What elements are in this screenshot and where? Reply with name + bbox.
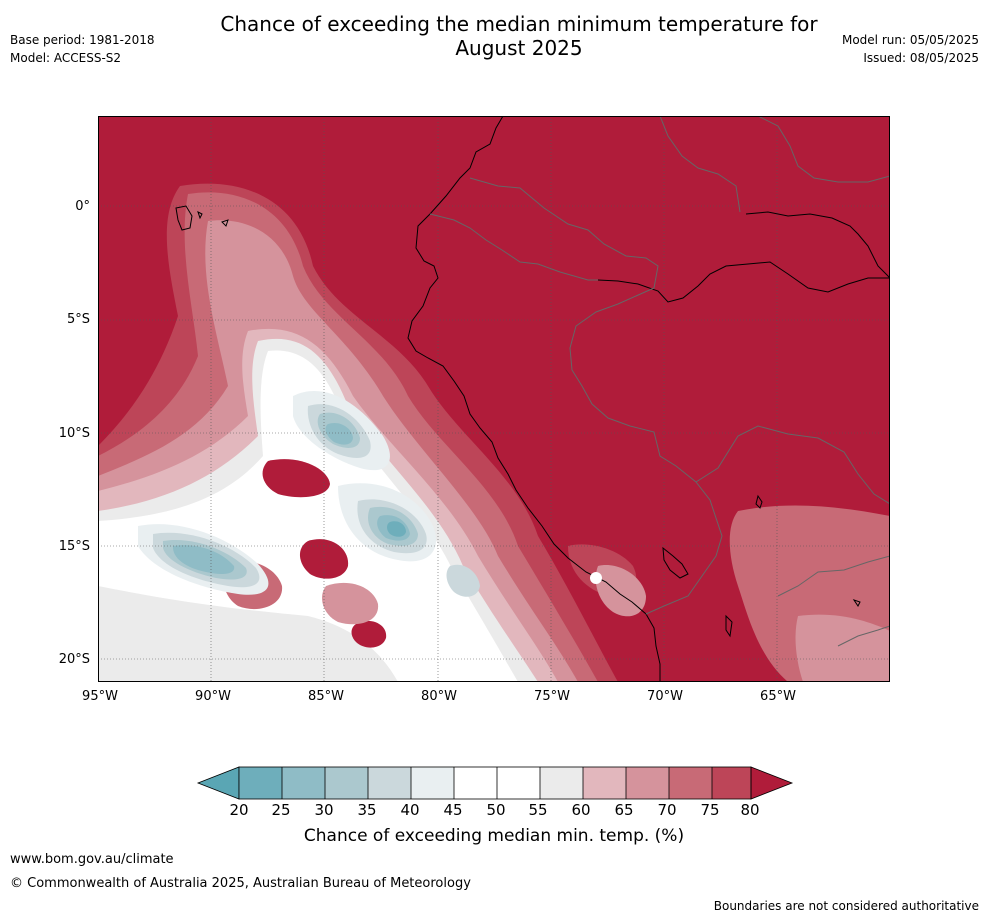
colorbar-ticks: 20 25 30 35 40 45 50 55 60 65 70 75 80 (0, 801, 988, 823)
blob-above-80-b (299, 539, 349, 579)
colorbar-tick: 20 (229, 801, 249, 819)
title-line-2: August 2025 (455, 36, 583, 60)
lat-label-10s: 10°S (58, 426, 90, 441)
lat-label-20s: 20°S (58, 652, 90, 667)
lon-label-85w: 85°W (308, 689, 344, 704)
lon-label-95w: 95°W (82, 689, 118, 704)
galapagos-islands (175, 205, 229, 231)
boundaries-disclaimer: Boundaries are not considered authoritat… (713, 899, 979, 913)
colorbar-40-45 (411, 767, 454, 799)
country-borders (429, 116, 890, 647)
colorbar-50-55 (497, 767, 540, 799)
lake-titicaca (662, 546, 689, 579)
issued-date: Issued: 08/05/2025 (863, 51, 979, 65)
map-title: Chance of exceeding the median minimum t… (0, 12, 988, 60)
colorbar-tick: 50 (486, 801, 506, 819)
colorbar-tick: 40 (400, 801, 420, 819)
white-speck (590, 572, 602, 584)
lon-label-70w: 70°W (647, 689, 683, 704)
lon-label-80w: 80°W (421, 689, 457, 704)
graticule (98, 116, 890, 682)
colorbar-high-arrow (750, 766, 794, 800)
meta-right: Model run: 05/05/2025 Issued: 08/05/2025 (842, 31, 979, 67)
colorbar (196, 766, 794, 800)
lon-label-90w: 90°W (195, 689, 231, 704)
colorbar-30-35 (325, 767, 368, 799)
model-name: Model: ACCESS-S2 (10, 51, 122, 65)
colorbar-tick: 70 (657, 801, 677, 819)
patch-25-30-a (325, 422, 353, 445)
lat-label-15s: 15°S (58, 539, 90, 554)
colorbar-25-30 (282, 767, 325, 799)
colorbar-tick: 45 (443, 801, 463, 819)
band-45-55 (98, 350, 518, 682)
colorbar-70-75 (669, 767, 712, 799)
lat-label-0: 0° (75, 199, 90, 214)
land-band-65-70 (795, 614, 890, 682)
blob-65-70-a (322, 582, 379, 625)
colorbar-tick: 80 (740, 801, 760, 819)
website-url: www.bom.gov.au/climate (10, 852, 174, 867)
lon-label-75w: 75°W (534, 689, 570, 704)
colorbar-outline (238, 766, 752, 800)
colorbar-dividers (281, 767, 713, 799)
colorbar-tick: 65 (614, 801, 634, 819)
lat-label-5s: 5°S (66, 312, 90, 327)
blob-above-80-a (262, 459, 330, 498)
model-run: Model run: 05/05/2025 (841, 33, 979, 47)
map-canvas (98, 116, 890, 682)
colorbar-label: Chance of exceeding median min. temp. (%… (303, 826, 685, 846)
colorbar-tick: 75 (700, 801, 720, 819)
colorbar-tick: 25 (271, 801, 291, 819)
meta-left: Base period: 1981-2018 Model: ACCESS-S2 (10, 31, 155, 67)
patch-25-30-c (172, 545, 235, 574)
amazon-coast (745, 211, 890, 279)
colorbar-tick: 30 (314, 801, 334, 819)
colorbar-tick: 55 (528, 801, 548, 819)
colorbar-60-65 (583, 767, 626, 799)
colorbar-75-80 (712, 767, 751, 799)
colorbar-low-arrow (196, 766, 240, 800)
patch-20-25-a (387, 521, 406, 537)
base-period: Base period: 1981-2018 (10, 33, 155, 47)
map-border (98, 116, 890, 682)
title-line-1: Chance of exceeding the median minimum t… (220, 12, 818, 36)
blob-above-80-c (351, 620, 387, 648)
colorbar-65-70 (626, 767, 669, 799)
coastline (407, 116, 661, 682)
colorbar-55-60 (540, 767, 583, 799)
colorbar-45-50 (454, 767, 497, 799)
lon-label-65w: 65°W (760, 689, 796, 704)
map-panel (98, 116, 890, 682)
colorbar-tick: 60 (571, 801, 591, 819)
patch-35-40-d (446, 564, 480, 597)
colorbar-tick: 35 (357, 801, 377, 819)
colorbar-20-25 (239, 767, 282, 799)
colorbar-35-40 (368, 767, 411, 799)
small-lakes (725, 494, 861, 638)
copyright-notice: © Commonwealth of Australia 2025, Austra… (10, 876, 471, 891)
